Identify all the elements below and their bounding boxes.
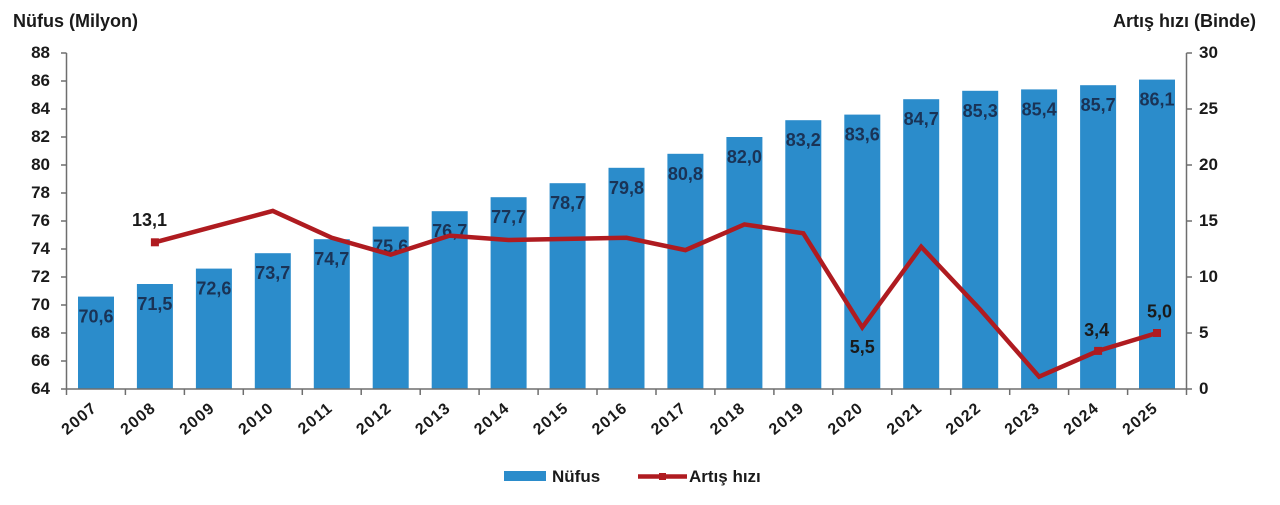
svg-text:83,2: 83,2 <box>786 130 821 150</box>
svg-text:20: 20 <box>1199 155 1218 174</box>
svg-text:13,1: 13,1 <box>132 210 167 230</box>
svg-text:68: 68 <box>31 323 50 342</box>
svg-text:84: 84 <box>31 99 50 118</box>
svg-text:5,5: 5,5 <box>850 337 875 357</box>
svg-text:82: 82 <box>31 127 50 146</box>
svg-text:86: 86 <box>31 71 50 90</box>
svg-text:78: 78 <box>31 183 50 202</box>
svg-text:Nüfus: Nüfus <box>552 467 600 486</box>
svg-text:80: 80 <box>31 155 50 174</box>
svg-text:79,8: 79,8 <box>609 178 644 198</box>
svg-text:5: 5 <box>1199 323 1208 342</box>
svg-text:15: 15 <box>1199 211 1218 230</box>
svg-text:72: 72 <box>31 267 50 286</box>
svg-text:80,8: 80,8 <box>668 164 703 184</box>
svg-text:3,4: 3,4 <box>1084 320 1109 340</box>
svg-text:84,7: 84,7 <box>904 109 939 129</box>
svg-text:85,4: 85,4 <box>1022 99 1057 119</box>
svg-text:30: 30 <box>1199 43 1218 62</box>
svg-text:Nüfus (Milyon): Nüfus (Milyon) <box>13 11 138 31</box>
svg-text:74,7: 74,7 <box>314 249 349 269</box>
svg-text:88: 88 <box>31 43 50 62</box>
svg-text:0: 0 <box>1199 379 1208 398</box>
svg-text:Artış hızı: Artış hızı <box>689 467 761 486</box>
svg-text:86,1: 86,1 <box>1139 90 1174 110</box>
svg-text:70,6: 70,6 <box>78 307 113 327</box>
svg-text:85,3: 85,3 <box>963 101 998 121</box>
svg-text:70: 70 <box>31 295 50 314</box>
svg-text:66: 66 <box>31 351 50 370</box>
svg-text:74: 74 <box>31 239 50 258</box>
svg-text:83,6: 83,6 <box>845 125 880 145</box>
svg-text:78,7: 78,7 <box>550 193 585 213</box>
svg-text:5,0: 5,0 <box>1147 302 1172 322</box>
svg-text:76: 76 <box>31 211 50 230</box>
svg-text:10: 10 <box>1199 267 1218 286</box>
svg-text:73,7: 73,7 <box>255 263 290 283</box>
svg-text:64: 64 <box>31 379 50 398</box>
svg-text:71,5: 71,5 <box>137 294 172 314</box>
svg-text:85,7: 85,7 <box>1081 95 1116 115</box>
svg-text:77,7: 77,7 <box>491 207 526 227</box>
svg-text:72,6: 72,6 <box>196 279 231 299</box>
svg-text:82,0: 82,0 <box>727 147 762 167</box>
svg-text:25: 25 <box>1199 99 1218 118</box>
svg-text:Artış hızı (Binde): Artış hızı (Binde) <box>1113 11 1256 31</box>
